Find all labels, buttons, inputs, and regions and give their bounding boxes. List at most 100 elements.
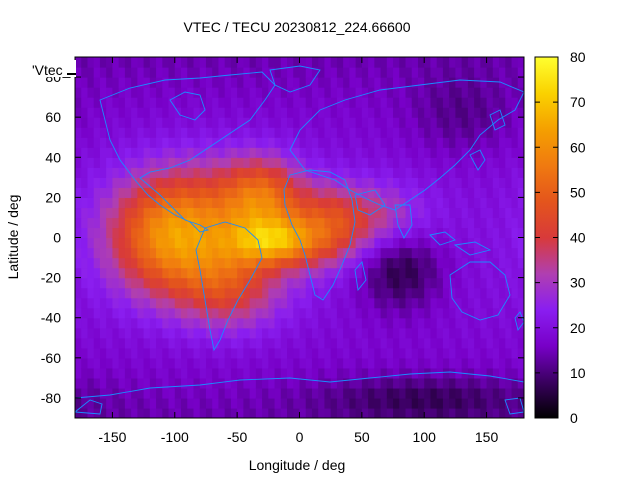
heatmap-cell — [393, 327, 400, 339]
heatmap-cell — [355, 277, 363, 289]
heatmap-cell — [149, 277, 157, 289]
heatmap-cell — [505, 327, 513, 339]
heatmap-cell — [156, 387, 163, 399]
heatmap-cell — [237, 407, 244, 418]
heatmap-cell — [349, 317, 357, 329]
heatmap-cell — [75, 387, 82, 399]
heatmap-cell — [305, 227, 313, 239]
heatmap-cell — [474, 67, 481, 78]
heatmap-cell — [474, 307, 481, 319]
heatmap-cell — [436, 357, 444, 369]
heatmap-cell — [505, 247, 513, 259]
heatmap-cell — [318, 67, 326, 78]
heatmap-cell — [187, 127, 195, 138]
heatmap-cell — [237, 297, 244, 309]
heatmap-cell — [280, 367, 288, 379]
heatmap-cell — [492, 157, 500, 168]
heatmap-cell — [499, 297, 506, 309]
heatmap-cell — [112, 127, 120, 138]
heatmap-cell — [93, 327, 101, 339]
heatmap-cell — [368, 327, 375, 339]
heatmap-cell — [424, 117, 432, 128]
heatmap-cell — [517, 97, 524, 108]
heatmap-cell — [511, 297, 519, 309]
heatmap-cell — [361, 157, 369, 168]
x-tick-label: 150 — [475, 429, 499, 445]
heatmap-cell — [262, 267, 269, 279]
heatmap-cell — [162, 117, 170, 128]
heatmap-cell — [218, 137, 226, 148]
heatmap-cell — [374, 287, 382, 299]
heatmap-cell — [293, 337, 301, 349]
heatmap-cell — [380, 137, 388, 148]
heatmap-cell — [455, 307, 463, 319]
heatmap-cell — [106, 317, 114, 329]
heatmap-cell — [262, 317, 269, 329]
heatmap-cell — [405, 317, 413, 329]
heatmap-cell — [224, 237, 232, 249]
heatmap-cell — [218, 387, 226, 399]
heatmap-cell — [274, 97, 282, 108]
heatmap-cell — [492, 247, 500, 259]
heatmap-cell — [168, 287, 176, 299]
heatmap-cell — [486, 87, 494, 98]
colorbar-tick-label: 10 — [570, 365, 586, 381]
heatmap-cell — [393, 307, 400, 319]
heatmap-cell — [218, 317, 226, 329]
heatmap-cell — [368, 217, 375, 229]
heatmap-cell — [162, 77, 170, 88]
heatmap-cell — [181, 247, 188, 259]
heatmap-cell — [199, 187, 207, 198]
heatmap-cell — [399, 77, 407, 88]
heatmap-cell — [156, 127, 163, 138]
heatmap-cell — [249, 297, 257, 309]
heatmap-cell — [324, 277, 332, 289]
heatmap-cell — [467, 287, 475, 299]
heatmap-cell — [461, 67, 469, 78]
heatmap-cell — [411, 237, 419, 249]
heatmap-cell — [424, 227, 432, 239]
heatmap-cell — [87, 57, 95, 68]
heatmap-cell — [368, 367, 375, 379]
colorbar-tick-label: 20 — [570, 320, 586, 336]
heatmap-cell — [480, 87, 488, 98]
heatmap-cell — [205, 407, 213, 418]
heatmap-cell — [187, 317, 195, 329]
heatmap-cell — [181, 317, 188, 329]
heatmap-cell — [449, 107, 457, 118]
heatmap-cell — [187, 187, 195, 198]
heatmap-cell — [205, 97, 213, 108]
heatmap-cell — [81, 277, 89, 289]
heatmap-cell — [399, 237, 407, 249]
heatmap-cell — [461, 197, 469, 209]
heatmap-cell — [205, 197, 213, 209]
heatmap-cell — [417, 217, 425, 229]
heatmap-cell — [99, 87, 107, 98]
heatmap-cell — [156, 197, 163, 209]
heatmap-cell — [430, 327, 438, 339]
heatmap-cell — [193, 67, 201, 78]
heatmap-cell — [218, 237, 226, 249]
heatmap-cell — [424, 187, 432, 198]
heatmap-cell — [149, 167, 157, 178]
heatmap-cell — [274, 397, 282, 409]
heatmap-cell — [93, 337, 101, 349]
heatmap-cell — [205, 57, 213, 68]
heatmap-cell — [442, 357, 450, 369]
heatmap-cell — [149, 247, 157, 259]
heatmap-cell — [99, 337, 107, 349]
heatmap-cell — [218, 377, 226, 389]
heatmap-cell — [368, 157, 375, 168]
heatmap-cell — [299, 187, 307, 198]
heatmap-cell — [361, 177, 369, 188]
heatmap-cell — [399, 327, 407, 339]
heatmap-cell — [455, 297, 463, 309]
heatmap-cell — [137, 77, 145, 88]
heatmap-cell — [149, 177, 157, 188]
heatmap-cell — [511, 397, 519, 409]
heatmap-cell — [374, 107, 382, 118]
heatmap-cell — [243, 157, 251, 168]
heatmap-cell — [318, 147, 326, 158]
heatmap-cell — [255, 387, 263, 399]
heatmap-cell — [405, 157, 413, 168]
